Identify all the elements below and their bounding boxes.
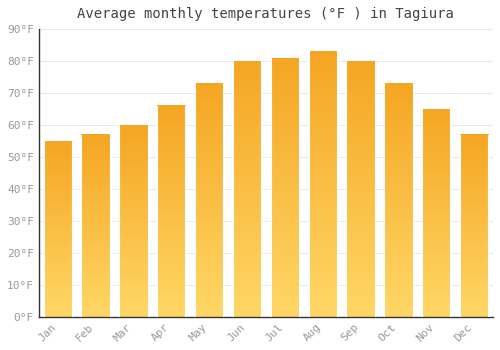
Title: Average monthly temperatures (°F ) in Tagiura: Average monthly temperatures (°F ) in Ta… <box>78 7 454 21</box>
